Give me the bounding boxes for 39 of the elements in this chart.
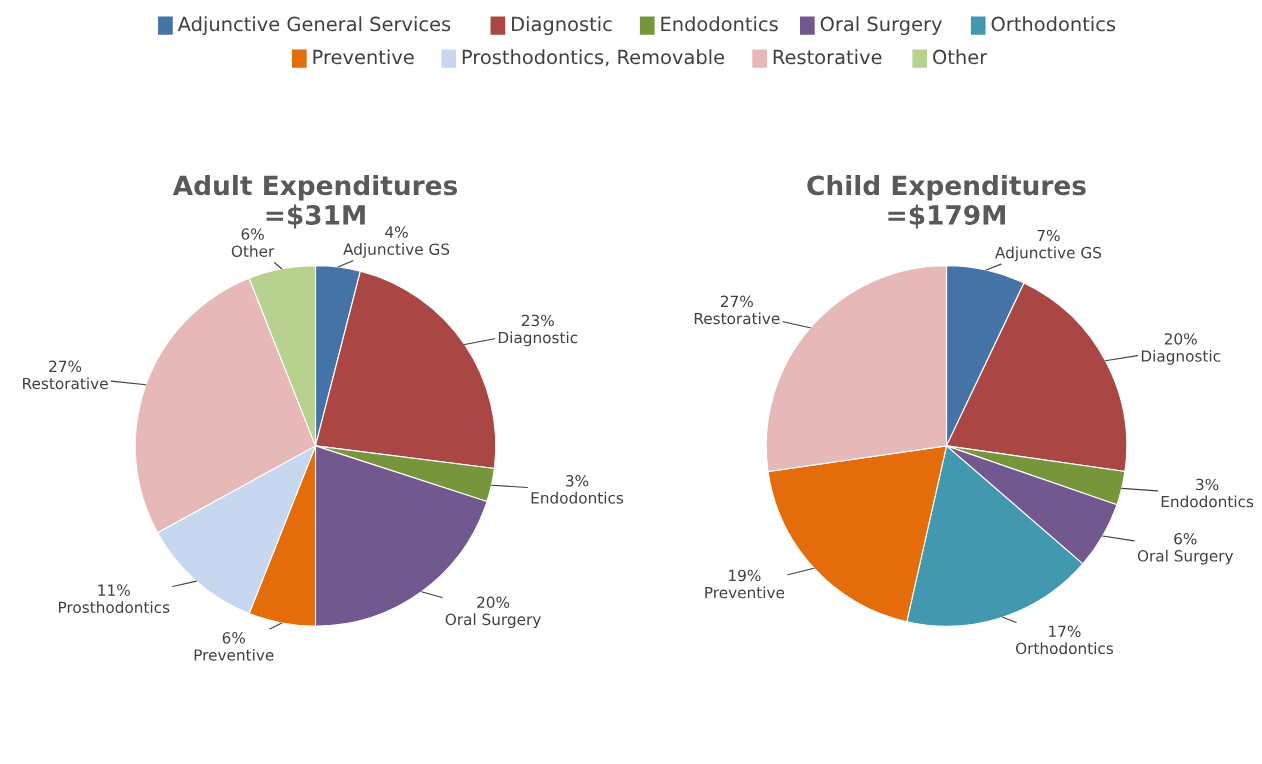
category-label: Other <box>933 49 988 65</box>
slice-label: Adjunctive GS <box>343 243 450 258</box>
slice-label: Restorative <box>694 312 780 325</box>
data-label: 7% <box>1037 229 1060 242</box>
slice-label: Oral Surgery <box>1137 549 1234 565</box>
data-label: 20% <box>1164 333 1197 345</box>
slice-label: Restorative <box>23 377 108 390</box>
slice-label: Diagnostic <box>1141 349 1221 365</box>
category-label: Diagnostic <box>512 16 612 36</box>
data-label: 3% <box>1196 478 1219 491</box>
slice-label: Adjunctive GS <box>995 246 1102 262</box>
data-label: 27% <box>720 295 753 308</box>
category-label: Endodontics <box>661 16 778 32</box>
category-label: Preventive <box>313 49 414 65</box>
data-label: 6% <box>1174 532 1197 545</box>
data-label: 17% <box>1049 625 1081 638</box>
category-label: Oral Surgery <box>820 16 942 36</box>
data-label: 6% <box>222 632 246 644</box>
data-label: 3% <box>566 475 589 487</box>
data-label: 23% <box>521 314 554 327</box>
slice-label: Other <box>231 245 275 257</box>
category-label: Orthodontics <box>991 16 1116 32</box>
slice-label: Prosthodontics <box>59 601 170 614</box>
data-label: 11% <box>98 584 130 596</box>
slice-label: Preventive <box>705 586 785 599</box>
slice-label: Diagnostic <box>498 331 578 347</box>
category-label: Prosthodontics, Removable <box>462 49 725 67</box>
chart-title: Child Expenditures =$179M <box>807 174 1086 229</box>
category-label: Adjunctive General Services <box>177 16 451 36</box>
slice-label: Endodontics <box>531 491 624 504</box>
data-label: 6% <box>241 228 264 240</box>
slice-label: Endodontics <box>1161 495 1254 508</box>
category-label: Restorative <box>773 49 882 65</box>
data-label: 19% <box>729 569 761 582</box>
slice-label: Orthodontics <box>1015 642 1114 655</box>
data-label: 20% <box>477 596 510 609</box>
data-label: 27% <box>49 360 82 373</box>
slice-label: Oral Surgery <box>445 613 541 629</box>
slice-label: Preventive <box>194 648 274 661</box>
